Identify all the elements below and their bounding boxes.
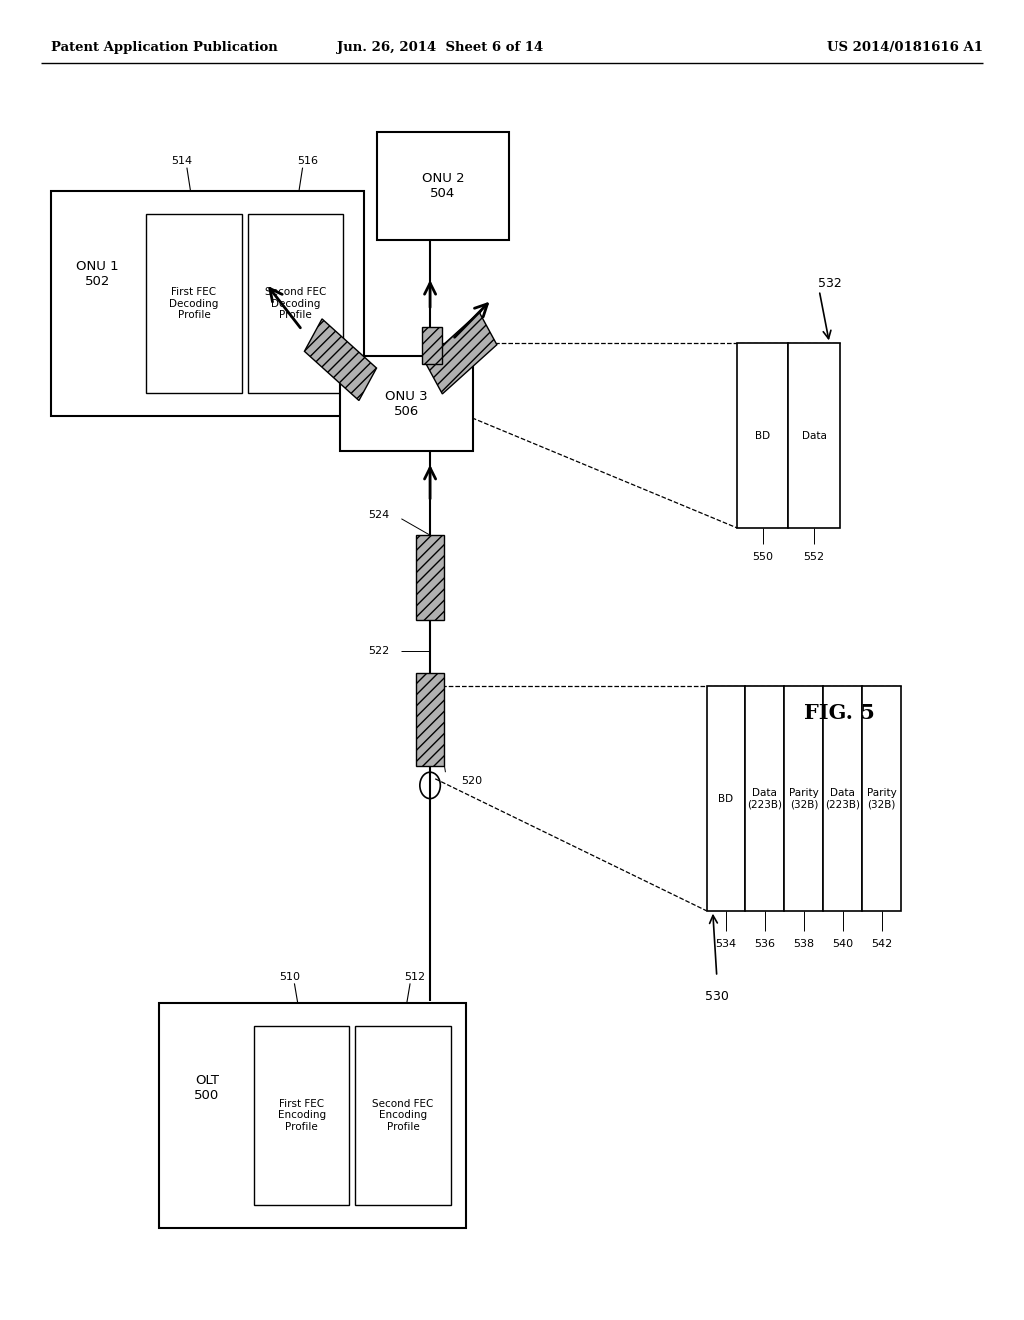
Text: BD: BD	[719, 793, 733, 804]
Text: 542: 542	[871, 939, 892, 949]
Bar	[355, 1026, 451, 1205]
Text: Data
(223B): Data (223B)	[748, 788, 782, 809]
Text: 532: 532	[817, 277, 842, 290]
Text: 512: 512	[404, 972, 426, 982]
Text: Data
(223B): Data (223B)	[825, 788, 860, 809]
Text: Second FEC
Encoding
Profile: Second FEC Encoding Profile	[373, 1098, 433, 1133]
Text: Parity
(32B): Parity (32B)	[788, 788, 819, 809]
Text: US 2014/0181616 A1: US 2014/0181616 A1	[827, 41, 983, 54]
Text: ONU 3
506: ONU 3 506	[385, 389, 428, 418]
Text: 514: 514	[171, 156, 193, 166]
Bar	[425, 313, 497, 393]
Bar	[416, 673, 444, 766]
Text: FIG. 5: FIG. 5	[804, 702, 876, 723]
Text: 530: 530	[705, 990, 729, 1003]
Text: 520: 520	[461, 776, 482, 787]
Text: First FEC
Encoding
Profile: First FEC Encoding Profile	[278, 1098, 326, 1133]
Text: Patent Application Publication: Patent Application Publication	[51, 41, 278, 54]
Text: Parity
(32B): Parity (32B)	[866, 788, 897, 809]
Text: Second FEC
Decoding
Profile: Second FEC Decoding Profile	[265, 286, 326, 321]
Text: 534: 534	[716, 939, 736, 949]
Text: 522: 522	[368, 645, 389, 656]
Text: Data: Data	[802, 430, 826, 441]
Text: First FEC
Decoding
Profile: First FEC Decoding Profile	[169, 286, 219, 321]
Text: ONU 2
504: ONU 2 504	[422, 172, 464, 201]
Text: 538: 538	[794, 939, 814, 949]
Bar	[416, 535, 444, 620]
Text: 510: 510	[279, 972, 300, 982]
Bar	[737, 343, 788, 528]
Bar	[51, 191, 364, 416]
Text: 540: 540	[833, 939, 853, 949]
Bar	[304, 319, 377, 400]
Text: 516: 516	[297, 156, 318, 166]
Bar	[146, 214, 242, 393]
Text: ONU 1
502: ONU 1 502	[76, 260, 119, 289]
Text: 524: 524	[368, 510, 389, 520]
Bar	[823, 686, 862, 911]
Text: 536: 536	[755, 939, 775, 949]
Bar	[340, 356, 473, 451]
Text: 552: 552	[804, 552, 824, 562]
Bar	[254, 1026, 349, 1205]
Bar	[422, 327, 442, 364]
Bar	[784, 686, 823, 911]
Bar	[707, 686, 745, 911]
Bar	[377, 132, 509, 240]
Text: Jun. 26, 2014  Sheet 6 of 14: Jun. 26, 2014 Sheet 6 of 14	[337, 41, 544, 54]
Bar	[788, 343, 840, 528]
Bar	[248, 214, 343, 393]
Text: BD: BD	[756, 430, 770, 441]
Bar	[862, 686, 901, 911]
Bar	[159, 1003, 466, 1228]
Bar	[745, 686, 784, 911]
Text: OLT
500: OLT 500	[195, 1074, 219, 1102]
Text: 550: 550	[753, 552, 773, 562]
